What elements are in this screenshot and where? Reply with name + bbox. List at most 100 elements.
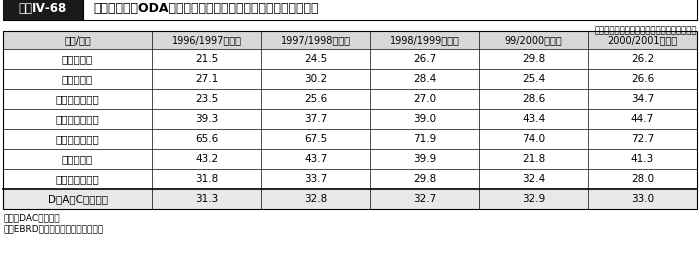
Text: 32.4: 32.4 — [522, 174, 545, 184]
Bar — [3, 0, 83, 20]
Text: 日　　　本: 日 本 — [62, 54, 93, 64]
Text: 34.7: 34.7 — [631, 94, 654, 104]
Text: 1996/1997年平均: 1996/1997年平均 — [172, 35, 242, 45]
Text: 26.7: 26.7 — [413, 54, 436, 64]
Text: 英　　　国: 英 国 — [62, 154, 93, 164]
Bar — [370, 149, 479, 169]
Bar — [261, 149, 370, 169]
Text: 31.8: 31.8 — [195, 174, 218, 184]
Bar — [261, 89, 370, 109]
Text: 65.6: 65.6 — [195, 134, 218, 144]
Text: 2000/2001年平均: 2000/2001年平均 — [608, 35, 678, 45]
Text: 1997/1998年平均: 1997/1998年平均 — [281, 35, 351, 45]
Text: ド　　イ　　ツ: ド イ ツ — [56, 114, 99, 124]
Text: 99/2000年平均: 99/2000年平均 — [505, 35, 562, 45]
Bar — [3, 89, 152, 109]
Text: 39.9: 39.9 — [413, 154, 436, 164]
Bar — [261, 129, 370, 149]
Text: 29.8: 29.8 — [522, 54, 545, 64]
Text: 26.2: 26.2 — [631, 54, 654, 64]
Bar — [152, 49, 261, 69]
Bar — [370, 169, 479, 189]
Bar — [370, 109, 479, 129]
Text: 21.5: 21.5 — [195, 54, 218, 64]
Text: 1998/1999年平均: 1998/1999年平均 — [390, 35, 459, 45]
Text: D　A　C　平　均: D A C 平 均 — [48, 194, 108, 204]
Bar — [588, 189, 697, 209]
Bar — [3, 31, 152, 49]
Bar — [370, 69, 479, 89]
Bar — [261, 49, 370, 69]
Text: 37.7: 37.7 — [304, 114, 328, 124]
Text: 30.2: 30.2 — [304, 74, 327, 84]
Bar — [479, 149, 588, 169]
Text: 米　　　国: 米 国 — [62, 74, 93, 84]
Bar — [261, 169, 370, 189]
Bar — [588, 129, 697, 149]
Text: 32.7: 32.7 — [413, 194, 436, 204]
Text: 主要援助国のODA総額に占める国際機関を通じた援助額の割合: 主要援助国のODA総額に占める国際機関を通じた援助額の割合 — [93, 2, 318, 16]
Text: 43.2: 43.2 — [195, 154, 218, 164]
Text: 33.7: 33.7 — [304, 174, 328, 184]
Bar — [261, 109, 370, 129]
Bar — [479, 69, 588, 89]
Bar — [3, 169, 152, 189]
Text: 28.0: 28.0 — [631, 174, 654, 184]
Text: （支出純額ベース、２か年平均、単位：％）: （支出純額ベース、２か年平均、単位：％） — [594, 26, 697, 35]
Bar — [479, 169, 588, 189]
Bar — [370, 89, 479, 109]
Text: 24.5: 24.5 — [304, 54, 328, 64]
Text: 39.3: 39.3 — [195, 114, 218, 124]
Bar — [588, 31, 697, 49]
Bar — [261, 31, 370, 49]
Text: 43.7: 43.7 — [304, 154, 328, 164]
Bar — [588, 149, 697, 169]
Text: 23.5: 23.5 — [195, 94, 218, 104]
Text: 74.0: 74.0 — [522, 134, 545, 144]
Bar — [479, 109, 588, 129]
Text: 29.8: 29.8 — [413, 174, 436, 184]
Bar — [479, 129, 588, 149]
Bar — [3, 149, 152, 169]
Text: 44.7: 44.7 — [631, 114, 654, 124]
Bar — [370, 49, 479, 69]
Bar — [152, 169, 261, 189]
Text: 25.6: 25.6 — [304, 94, 328, 104]
Bar — [3, 189, 152, 209]
Bar — [3, 109, 152, 129]
Text: 43.4: 43.4 — [522, 114, 545, 124]
Text: 27.0: 27.0 — [413, 94, 436, 104]
Bar — [152, 189, 261, 209]
Bar — [479, 31, 588, 49]
Text: 28.4: 28.4 — [413, 74, 436, 84]
Bar — [588, 69, 697, 89]
Bar — [588, 89, 697, 109]
Text: 41.3: 41.3 — [631, 154, 654, 164]
Bar — [261, 69, 370, 89]
Text: 27.1: 27.1 — [195, 74, 218, 84]
Text: 国名/暦年: 国名/暦年 — [64, 35, 91, 45]
Bar — [370, 31, 479, 49]
Text: 72.7: 72.7 — [631, 134, 654, 144]
Bar — [152, 31, 261, 49]
Bar — [479, 49, 588, 69]
Bar — [370, 189, 479, 209]
Text: 33.0: 33.0 — [631, 194, 654, 204]
Bar — [152, 109, 261, 129]
Bar — [479, 89, 588, 109]
Bar — [3, 129, 152, 149]
Bar — [3, 0, 697, 20]
Text: 図表Ⅳ-68: 図表Ⅳ-68 — [19, 2, 67, 16]
Text: 26.6: 26.6 — [631, 74, 654, 84]
Bar — [152, 69, 261, 89]
Bar — [261, 189, 370, 209]
Text: カ　　ナ　　ダ: カ ナ ダ — [56, 174, 99, 184]
Text: 71.9: 71.9 — [413, 134, 436, 144]
Bar — [370, 129, 479, 149]
Bar — [152, 149, 261, 169]
Bar — [3, 49, 152, 69]
Bar — [588, 109, 697, 129]
Bar — [3, 69, 152, 89]
Text: イ　タ　リ　ア: イ タ リ ア — [56, 134, 99, 144]
Text: 67.5: 67.5 — [304, 134, 328, 144]
